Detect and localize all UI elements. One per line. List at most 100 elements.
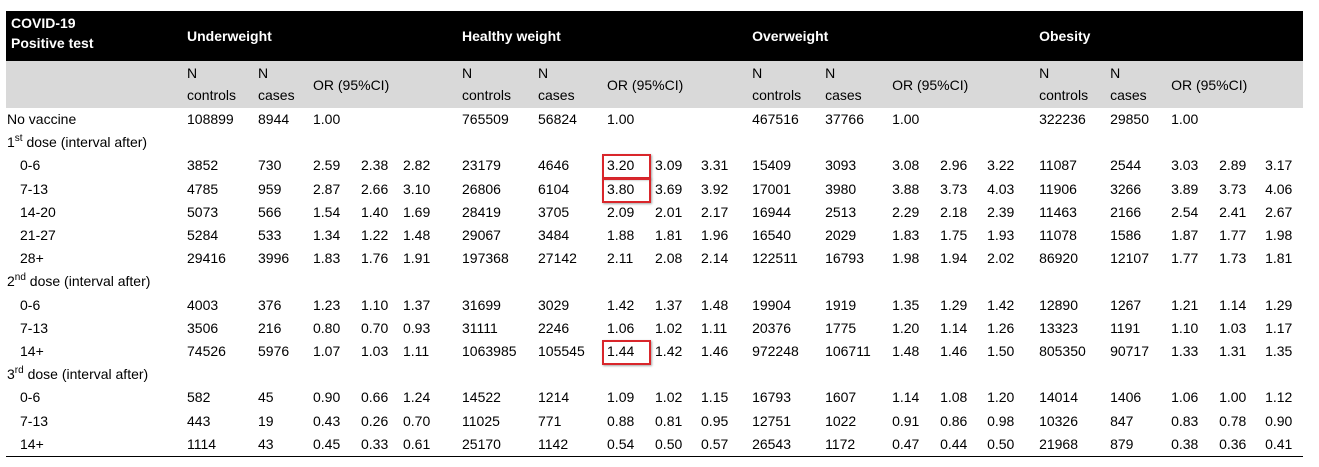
n-controls-cell: 26806	[462, 180, 501, 197]
ci-upper-cell: 1.91	[403, 250, 431, 267]
ci-upper-cell: 1.48	[701, 296, 729, 313]
ci-lower-cell: 2.96	[940, 157, 968, 174]
n-controls-line1: N	[462, 65, 473, 81]
n-cases-cell: 730	[258, 157, 282, 174]
ci-lower-cell	[356, 108, 398, 131]
ci-lower-cell: 2.89	[1219, 157, 1247, 174]
ci-lower-cell: 1.37	[655, 296, 683, 313]
ci-upper-cell: 2.67	[1265, 203, 1293, 220]
n-controls-line1: N	[187, 65, 198, 81]
ci-lower-cell: 0.44	[935, 432, 983, 457]
ci-lower-cell: 1.75	[940, 227, 968, 244]
row-label: 21-27	[20, 227, 56, 244]
or-cell: 1.35	[892, 296, 920, 313]
n-controls-cell: 15409	[752, 157, 791, 174]
row-label: 7-13	[20, 180, 49, 197]
ci-upper-cell	[398, 108, 457, 131]
n-cases-cell: 19	[258, 412, 274, 429]
n-controls-cell: 12890	[1039, 296, 1078, 313]
or-cell: 0.54	[602, 432, 651, 457]
or-cell: 2.11	[607, 250, 634, 267]
ci-lower-cell: 1.03	[1219, 319, 1247, 336]
ci-lower-cell: 1.10	[361, 296, 389, 313]
ci-lower-cell: 1.29	[940, 296, 968, 313]
ci-lower-cell: 3.09	[655, 157, 683, 174]
n-cases-line1: N	[1110, 65, 1121, 81]
table-row: 14+ 1114 43 0.45 0.33 0.61 25170 1142 0.54 0.50 0.…	[6, 432, 1304, 457]
n-cases-line2: cases	[1110, 87, 1147, 103]
subheader-or-ci: OR (95%CI)	[308, 61, 458, 108]
ci-upper-cell: 0.93	[403, 319, 431, 336]
n-controls-cell: 3852	[187, 157, 219, 174]
n-controls-cell: 197368	[462, 250, 509, 267]
section-label: 2nd dose (interval after)	[6, 270, 1303, 293]
dose-label-text: dose (interval after)	[25, 273, 151, 290]
n-cases-cell: 879	[1105, 432, 1167, 457]
results-table-container: COVID-19 Positive test Underweight Healt…	[6, 11, 1304, 457]
n-controls-cell: 14522	[462, 389, 501, 406]
dose-ordinal-suffix: st	[14, 132, 23, 144]
highlighted-or-value: 3.80	[607, 180, 635, 197]
ci-upper-cell: 3.31	[701, 157, 729, 174]
n-controls-cell: 443	[187, 412, 211, 429]
n-controls-cell: 10326	[1039, 412, 1078, 429]
ci-upper-cell: 0.70	[403, 412, 431, 429]
table-row: 14-20 5073 566 1.54 1.40 1.69 28419 3705 2.09 2.0…	[6, 201, 1303, 224]
n-controls-cell: 805350	[1039, 342, 1086, 359]
n-controls-line2: controls	[1039, 87, 1089, 103]
ci-upper-cell: 2.14	[701, 250, 729, 267]
or-cell: 1.23	[313, 296, 341, 313]
n-controls-cell: 122511	[752, 250, 798, 267]
ci-lower-cell: 1.08	[940, 389, 968, 406]
or-cell: 1.00	[313, 111, 341, 128]
ci-lower-cell: 1.02	[655, 319, 683, 336]
n-cases-line1: N	[538, 65, 549, 81]
or-cell: 0.47	[887, 432, 936, 457]
subheader-or-ci: OR (95%CI)	[602, 61, 748, 108]
n-cases-cell: 3996	[258, 250, 290, 267]
ci-lower-cell: 1.03	[361, 342, 389, 359]
table-row: 14+ 74526 5976 1.07 1.03 1.11 1063985 105545 1.4…	[6, 339, 1303, 365]
table-body: No vaccine 108899 8944 1.00 765509 56824 1.00 4…	[6, 108, 1304, 457]
n-cases-cell: 45	[258, 389, 274, 406]
or-cell: 1.34	[313, 227, 341, 244]
n-cases-cell: 43	[253, 432, 308, 457]
n-controls-line2: controls	[187, 87, 237, 103]
n-cases-cell: 1142	[533, 432, 603, 457]
n-cases-cell: 566	[258, 203, 282, 220]
n-cases-cell: 3484	[538, 227, 570, 244]
corner-header: COVID-19 Positive test	[6, 11, 182, 61]
n-controls-line1: N	[752, 65, 763, 81]
n-cases-cell: 1191	[1110, 319, 1141, 336]
table-row: 7-13 4785 959 2.87 2.66 3.10 26806 6104 3.80 3.69…	[6, 177, 1303, 203]
dose-label-text: dose (interval after)	[22, 134, 148, 151]
dose-ordinal-suffix: rd	[14, 364, 24, 376]
highlighted-or-value: 1.44	[607, 342, 635, 359]
n-controls-cell: 13323	[1039, 319, 1078, 336]
n-cases-line1: N	[258, 65, 269, 81]
ci-lower-cell: 1.14	[1219, 296, 1247, 313]
ci-lower-cell: 2.38	[361, 157, 389, 174]
ci-upper-cell: 0.90	[1265, 412, 1293, 429]
n-controls-cell: 11906	[1039, 180, 1077, 197]
or-cell: 2.87	[313, 180, 341, 197]
ci-upper-cell: 2.39	[987, 203, 1015, 220]
or-cell: 1.33	[1171, 342, 1199, 359]
ci-lower-cell: 0.81	[655, 412, 683, 429]
n-cases-cell: 56824	[538, 111, 577, 128]
dose-number: 2	[7, 273, 15, 290]
n-cases-cell: 847	[1110, 412, 1134, 429]
n-controls-cell: 25170	[457, 432, 534, 457]
or-cell: 1.10	[1171, 319, 1199, 336]
ci-lower-cell: 2.01	[655, 203, 683, 220]
dose-ordinal-suffix: nd	[14, 271, 26, 283]
dose-label-text: dose (interval after)	[23, 366, 149, 383]
ci-lower-cell: 0.26	[361, 412, 389, 429]
row-label: 28+	[20, 250, 44, 267]
n-controls-cell: 19904	[752, 296, 791, 313]
